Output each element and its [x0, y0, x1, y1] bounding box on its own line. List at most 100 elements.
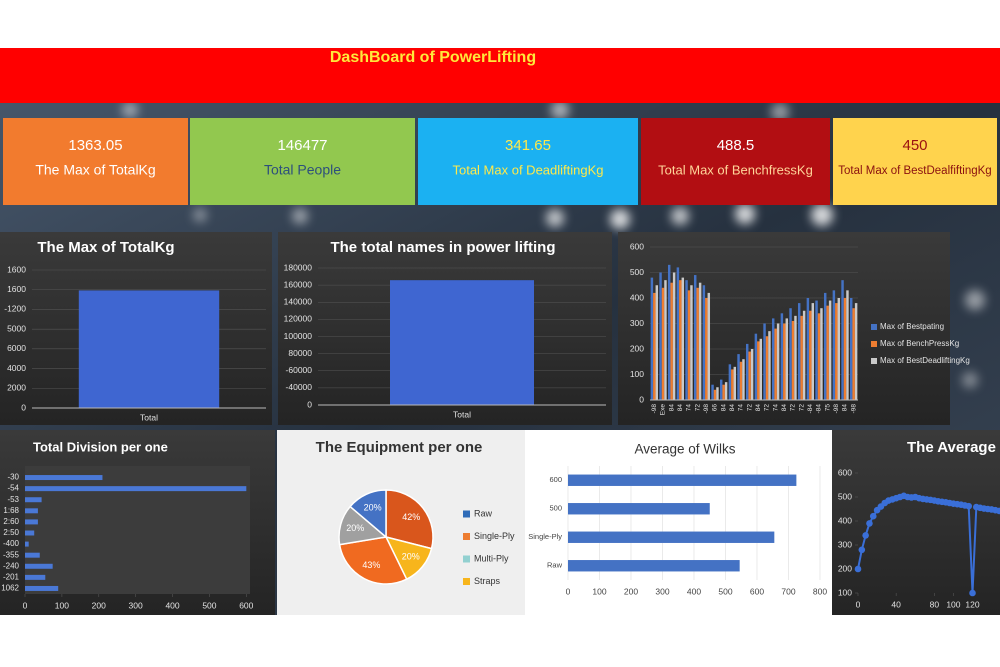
- bar: [25, 563, 53, 569]
- line-marker: [854, 565, 862, 573]
- y-tick-label: 180000: [284, 262, 313, 272]
- x-tick-label: 80: [930, 599, 940, 609]
- bar: [707, 292, 711, 400]
- y-tick-label: 500: [630, 267, 644, 277]
- legend-swatch: [463, 533, 470, 540]
- kpi-card: [641, 118, 830, 205]
- bar: [849, 298, 853, 400]
- line-marker: [965, 502, 972, 510]
- kpi-value: 146477: [277, 137, 327, 154]
- kpi-label: Total Max of BenchfressKg: [658, 162, 813, 177]
- data-label: 20%: [402, 552, 420, 562]
- y-tick-label: 100: [838, 587, 852, 597]
- bar: [837, 298, 841, 400]
- bar: [650, 277, 654, 400]
- legend-label: Max of BestDeadliftingKg: [880, 356, 970, 365]
- bar: [768, 331, 771, 400]
- bar: [25, 541, 29, 547]
- legend-swatch: [463, 510, 470, 518]
- plot-background: [25, 466, 250, 594]
- y-tick-label: 2:60: [3, 517, 19, 526]
- x-tick-label: 75: [824, 404, 831, 412]
- bar: [811, 303, 815, 400]
- bar: [687, 290, 691, 400]
- y-tick-label: 1062: [1, 584, 19, 593]
- x-tick-label: 100: [55, 600, 69, 610]
- bar: [716, 387, 719, 400]
- bar: [713, 389, 717, 400]
- bar: [681, 277, 685, 400]
- bar: [820, 308, 823, 400]
- y-tick-label: Raw: [547, 561, 563, 570]
- x-tick-label: 40: [891, 599, 901, 609]
- line-marker: [858, 546, 866, 554]
- x-tick-label: Total: [453, 409, 471, 419]
- chart-title: Total Division per one: [33, 439, 168, 454]
- legend-swatch: [463, 555, 470, 563]
- y-tick-label: 0: [307, 399, 312, 409]
- bar: [789, 308, 792, 400]
- bar: [728, 364, 732, 400]
- y-tick-label: 2000: [7, 382, 26, 392]
- x-tick-label: 74: [686, 404, 693, 412]
- x-tick-label: 600: [750, 586, 764, 596]
- data-label: 42%: [402, 512, 420, 522]
- bar: [685, 280, 688, 400]
- bar: [705, 298, 708, 400]
- x-tick-label: 72: [746, 404, 753, 412]
- x-tick-label: 0: [566, 586, 571, 596]
- y-tick-label: 0: [639, 394, 644, 404]
- chart-title: The Max of TotalKg: [37, 239, 174, 256]
- bar: [25, 552, 40, 558]
- x-tick-label: 84: [677, 404, 684, 412]
- bar: [852, 308, 855, 400]
- bar: [739, 361, 743, 400]
- bar: [800, 315, 803, 400]
- y-tick-label: 600: [838, 467, 852, 477]
- bar: [724, 382, 728, 400]
- y-tick-label: 4000: [7, 363, 26, 373]
- bar: [843, 298, 847, 400]
- bar: [655, 285, 659, 400]
- kpi-card: [833, 118, 997, 205]
- bar: [802, 310, 806, 400]
- bar: [25, 497, 42, 503]
- y-tick-label: 1600: [7, 264, 26, 274]
- kpi-value: 341.65: [505, 137, 551, 154]
- data-label: 20%: [364, 502, 382, 512]
- line-marker: [869, 512, 877, 520]
- line-marker: [862, 532, 869, 539]
- bar: [711, 384, 714, 400]
- x-tick-label: 100: [946, 599, 960, 609]
- legend-swatch: [871, 341, 877, 347]
- y-tick-label: 1600: [7, 284, 26, 294]
- x-tick-label: 120: [965, 599, 979, 609]
- y-tick-label: 120000: [284, 314, 313, 324]
- bar: [817, 313, 821, 400]
- bar: [390, 280, 534, 405]
- x-tick-label: 800: [813, 586, 827, 596]
- x-tick-label: Total: [140, 412, 158, 422]
- y-tick-label: -60000: [286, 365, 313, 375]
- bar: [25, 486, 247, 492]
- legend-label: Max of BenchPressKg: [880, 339, 959, 348]
- kpi-value: 450: [902, 137, 927, 154]
- bar: [785, 318, 789, 400]
- chart-title: The Equipment per one: [316, 439, 483, 456]
- bar: [754, 333, 758, 400]
- bar: [693, 275, 697, 400]
- bokeh: [122, 101, 985, 388]
- x-tick-label: 84: [755, 404, 762, 412]
- y-tick-label: 500: [549, 504, 562, 513]
- kpi-card: [3, 118, 188, 205]
- bar: [679, 280, 682, 400]
- y-tick-label: 5000: [7, 323, 26, 333]
- y-tick-label: -355: [3, 550, 20, 559]
- x-tick-label: 500: [202, 600, 216, 610]
- bar: [733, 366, 737, 400]
- pie-slice: [349, 489, 387, 539]
- x-tick-label: -84: [807, 404, 814, 414]
- bar: [771, 318, 775, 400]
- x-tick-label: -98: [651, 404, 658, 414]
